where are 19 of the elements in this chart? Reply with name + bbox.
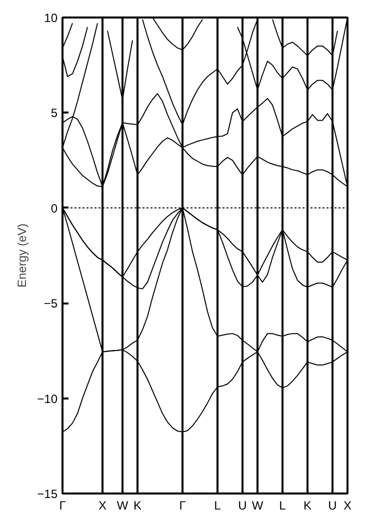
y-tick-label: −5 xyxy=(44,296,58,311)
y-tick-label: −15 xyxy=(37,487,58,501)
x-tick-label: U xyxy=(328,498,337,512)
x-tick-label: K xyxy=(304,498,312,512)
x-tick-label: L xyxy=(214,498,222,512)
x-tick-label: W xyxy=(252,498,264,512)
y-axis-title: Energy (eV) xyxy=(15,223,30,288)
y-tick-label: 0 xyxy=(50,201,58,216)
x-tick-label: W xyxy=(116,498,129,512)
y-tick-label: −10 xyxy=(37,392,58,406)
x-tick-label: K xyxy=(134,498,142,512)
x-tick-label: X xyxy=(344,498,352,512)
x-tick-label: L xyxy=(279,498,286,512)
x-tick-label: U xyxy=(238,498,247,512)
x-tick-label: Γ xyxy=(179,498,186,512)
y-tick-label: 5 xyxy=(50,106,58,120)
x-tick-label: X xyxy=(98,498,107,512)
x-tick-label: Γ xyxy=(59,498,66,512)
y-tick-label: 10 xyxy=(44,11,58,25)
